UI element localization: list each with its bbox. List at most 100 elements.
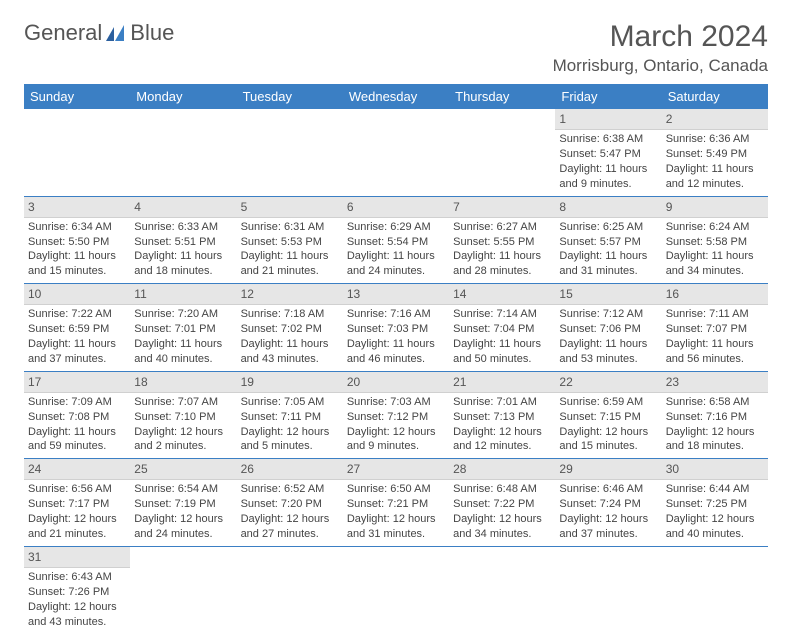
day-number: 10	[24, 284, 130, 305]
sunrise-text: Sunrise: 6:29 AM	[347, 220, 445, 235]
sunrise-text: Sunrise: 7:05 AM	[241, 395, 339, 410]
calendar-day-cell: 7Sunrise: 6:27 AMSunset: 5:55 PMDaylight…	[449, 196, 555, 284]
day-content: Sunrise: 6:46 AMSunset: 7:24 PMDaylight:…	[555, 480, 661, 545]
calendar-day-cell: 15Sunrise: 7:12 AMSunset: 7:06 PMDayligh…	[555, 284, 661, 372]
sunrise-text: Sunrise: 6:54 AM	[134, 482, 232, 497]
calendar-day-cell	[130, 546, 236, 633]
day-number: 7	[449, 197, 555, 218]
day-content: Sunrise: 7:07 AMSunset: 7:10 PMDaylight:…	[130, 393, 236, 458]
daylight-text: Daylight: 12 hours and 21 minutes.	[28, 512, 126, 542]
day-content: Sunrise: 7:03 AMSunset: 7:12 PMDaylight:…	[343, 393, 449, 458]
sunrise-text: Sunrise: 6:48 AM	[453, 482, 551, 497]
daylight-text: Daylight: 11 hours and 9 minutes.	[559, 162, 657, 192]
day-content: Sunrise: 7:18 AMSunset: 7:02 PMDaylight:…	[237, 305, 343, 370]
day-content: Sunrise: 6:25 AMSunset: 5:57 PMDaylight:…	[555, 218, 661, 283]
col-tuesday: Tuesday	[237, 84, 343, 109]
calendar-day-cell: 27Sunrise: 6:50 AMSunset: 7:21 PMDayligh…	[343, 459, 449, 547]
day-number: 5	[237, 197, 343, 218]
sunset-text: Sunset: 7:12 PM	[347, 410, 445, 425]
day-content: Sunrise: 6:56 AMSunset: 7:17 PMDaylight:…	[24, 480, 130, 545]
day-content: Sunrise: 6:50 AMSunset: 7:21 PMDaylight:…	[343, 480, 449, 545]
day-content: Sunrise: 7:01 AMSunset: 7:13 PMDaylight:…	[449, 393, 555, 458]
calendar-day-cell: 18Sunrise: 7:07 AMSunset: 7:10 PMDayligh…	[130, 371, 236, 459]
daylight-text: Daylight: 11 hours and 43 minutes.	[241, 337, 339, 367]
day-number: 17	[24, 372, 130, 393]
daylight-text: Daylight: 11 hours and 12 minutes.	[666, 162, 764, 192]
day-content: Sunrise: 6:24 AMSunset: 5:58 PMDaylight:…	[662, 218, 768, 283]
sunset-text: Sunset: 7:25 PM	[666, 497, 764, 512]
day-number: 28	[449, 459, 555, 480]
sunrise-text: Sunrise: 7:01 AM	[453, 395, 551, 410]
col-monday: Monday	[130, 84, 236, 109]
calendar-day-cell: 6Sunrise: 6:29 AMSunset: 5:54 PMDaylight…	[343, 196, 449, 284]
sunset-text: Sunset: 7:26 PM	[28, 585, 126, 600]
calendar-day-cell: 29Sunrise: 6:46 AMSunset: 7:24 PMDayligh…	[555, 459, 661, 547]
sunrise-text: Sunrise: 6:34 AM	[28, 220, 126, 235]
sunset-text: Sunset: 7:24 PM	[559, 497, 657, 512]
day-number: 15	[555, 284, 661, 305]
col-thursday: Thursday	[449, 84, 555, 109]
daylight-text: Daylight: 12 hours and 43 minutes.	[28, 600, 126, 630]
day-number: 9	[662, 197, 768, 218]
sunset-text: Sunset: 7:03 PM	[347, 322, 445, 337]
daylight-text: Daylight: 11 hours and 15 minutes.	[28, 249, 126, 279]
sunset-text: Sunset: 5:57 PM	[559, 235, 657, 250]
daylight-text: Daylight: 12 hours and 37 minutes.	[559, 512, 657, 542]
logo-sail-icon	[106, 25, 128, 41]
calendar-table: Sunday Monday Tuesday Wednesday Thursday…	[24, 84, 768, 633]
sunset-text: Sunset: 7:11 PM	[241, 410, 339, 425]
day-content: Sunrise: 6:36 AMSunset: 5:49 PMDaylight:…	[662, 130, 768, 195]
daylight-text: Daylight: 12 hours and 12 minutes.	[453, 425, 551, 455]
calendar-day-cell: 30Sunrise: 6:44 AMSunset: 7:25 PMDayligh…	[662, 459, 768, 547]
calendar-day-cell: 14Sunrise: 7:14 AMSunset: 7:04 PMDayligh…	[449, 284, 555, 372]
weekday-header-row: Sunday Monday Tuesday Wednesday Thursday…	[24, 84, 768, 109]
calendar-day-cell	[130, 109, 236, 196]
sunrise-text: Sunrise: 6:27 AM	[453, 220, 551, 235]
day-content: Sunrise: 6:34 AMSunset: 5:50 PMDaylight:…	[24, 218, 130, 283]
day-number: 11	[130, 284, 236, 305]
sunset-text: Sunset: 7:13 PM	[453, 410, 551, 425]
day-number: 2	[662, 109, 768, 130]
day-number: 20	[343, 372, 449, 393]
day-content: Sunrise: 6:54 AMSunset: 7:19 PMDaylight:…	[130, 480, 236, 545]
sunrise-text: Sunrise: 7:18 AM	[241, 307, 339, 322]
sunset-text: Sunset: 7:19 PM	[134, 497, 232, 512]
title-block: March 2024 Morrisburg, Ontario, Canada	[553, 20, 768, 76]
calendar-day-cell	[237, 109, 343, 196]
daylight-text: Daylight: 12 hours and 24 minutes.	[134, 512, 232, 542]
day-number: 8	[555, 197, 661, 218]
day-content: Sunrise: 6:29 AMSunset: 5:54 PMDaylight:…	[343, 218, 449, 283]
day-content: Sunrise: 7:11 AMSunset: 7:07 PMDaylight:…	[662, 305, 768, 370]
day-content: Sunrise: 7:20 AMSunset: 7:01 PMDaylight:…	[130, 305, 236, 370]
sunset-text: Sunset: 7:21 PM	[347, 497, 445, 512]
logo-text-general: General	[24, 20, 102, 46]
calendar-day-cell: 3Sunrise: 6:34 AMSunset: 5:50 PMDaylight…	[24, 196, 130, 284]
day-number: 19	[237, 372, 343, 393]
daylight-text: Daylight: 11 hours and 46 minutes.	[347, 337, 445, 367]
calendar-week-row: 31Sunrise: 6:43 AMSunset: 7:26 PMDayligh…	[24, 546, 768, 633]
daylight-text: Daylight: 11 hours and 40 minutes.	[134, 337, 232, 367]
sunrise-text: Sunrise: 7:03 AM	[347, 395, 445, 410]
sunrise-text: Sunrise: 7:22 AM	[28, 307, 126, 322]
sunset-text: Sunset: 7:16 PM	[666, 410, 764, 425]
day-number: 22	[555, 372, 661, 393]
day-number: 1	[555, 109, 661, 130]
sunset-text: Sunset: 5:50 PM	[28, 235, 126, 250]
day-number: 6	[343, 197, 449, 218]
day-number: 25	[130, 459, 236, 480]
sunset-text: Sunset: 7:20 PM	[241, 497, 339, 512]
daylight-text: Daylight: 11 hours and 31 minutes.	[559, 249, 657, 279]
sunset-text: Sunset: 5:58 PM	[666, 235, 764, 250]
calendar-day-cell	[555, 546, 661, 633]
calendar-day-cell: 22Sunrise: 6:59 AMSunset: 7:15 PMDayligh…	[555, 371, 661, 459]
logo-text-blue: Blue	[130, 20, 174, 46]
daylight-text: Daylight: 11 hours and 21 minutes.	[241, 249, 339, 279]
daylight-text: Daylight: 12 hours and 31 minutes.	[347, 512, 445, 542]
day-number: 3	[24, 197, 130, 218]
calendar-week-row: 24Sunrise: 6:56 AMSunset: 7:17 PMDayligh…	[24, 459, 768, 547]
sunset-text: Sunset: 6:59 PM	[28, 322, 126, 337]
day-content: Sunrise: 6:58 AMSunset: 7:16 PMDaylight:…	[662, 393, 768, 458]
sunset-text: Sunset: 5:47 PM	[559, 147, 657, 162]
calendar-day-cell: 28Sunrise: 6:48 AMSunset: 7:22 PMDayligh…	[449, 459, 555, 547]
calendar-day-cell: 21Sunrise: 7:01 AMSunset: 7:13 PMDayligh…	[449, 371, 555, 459]
